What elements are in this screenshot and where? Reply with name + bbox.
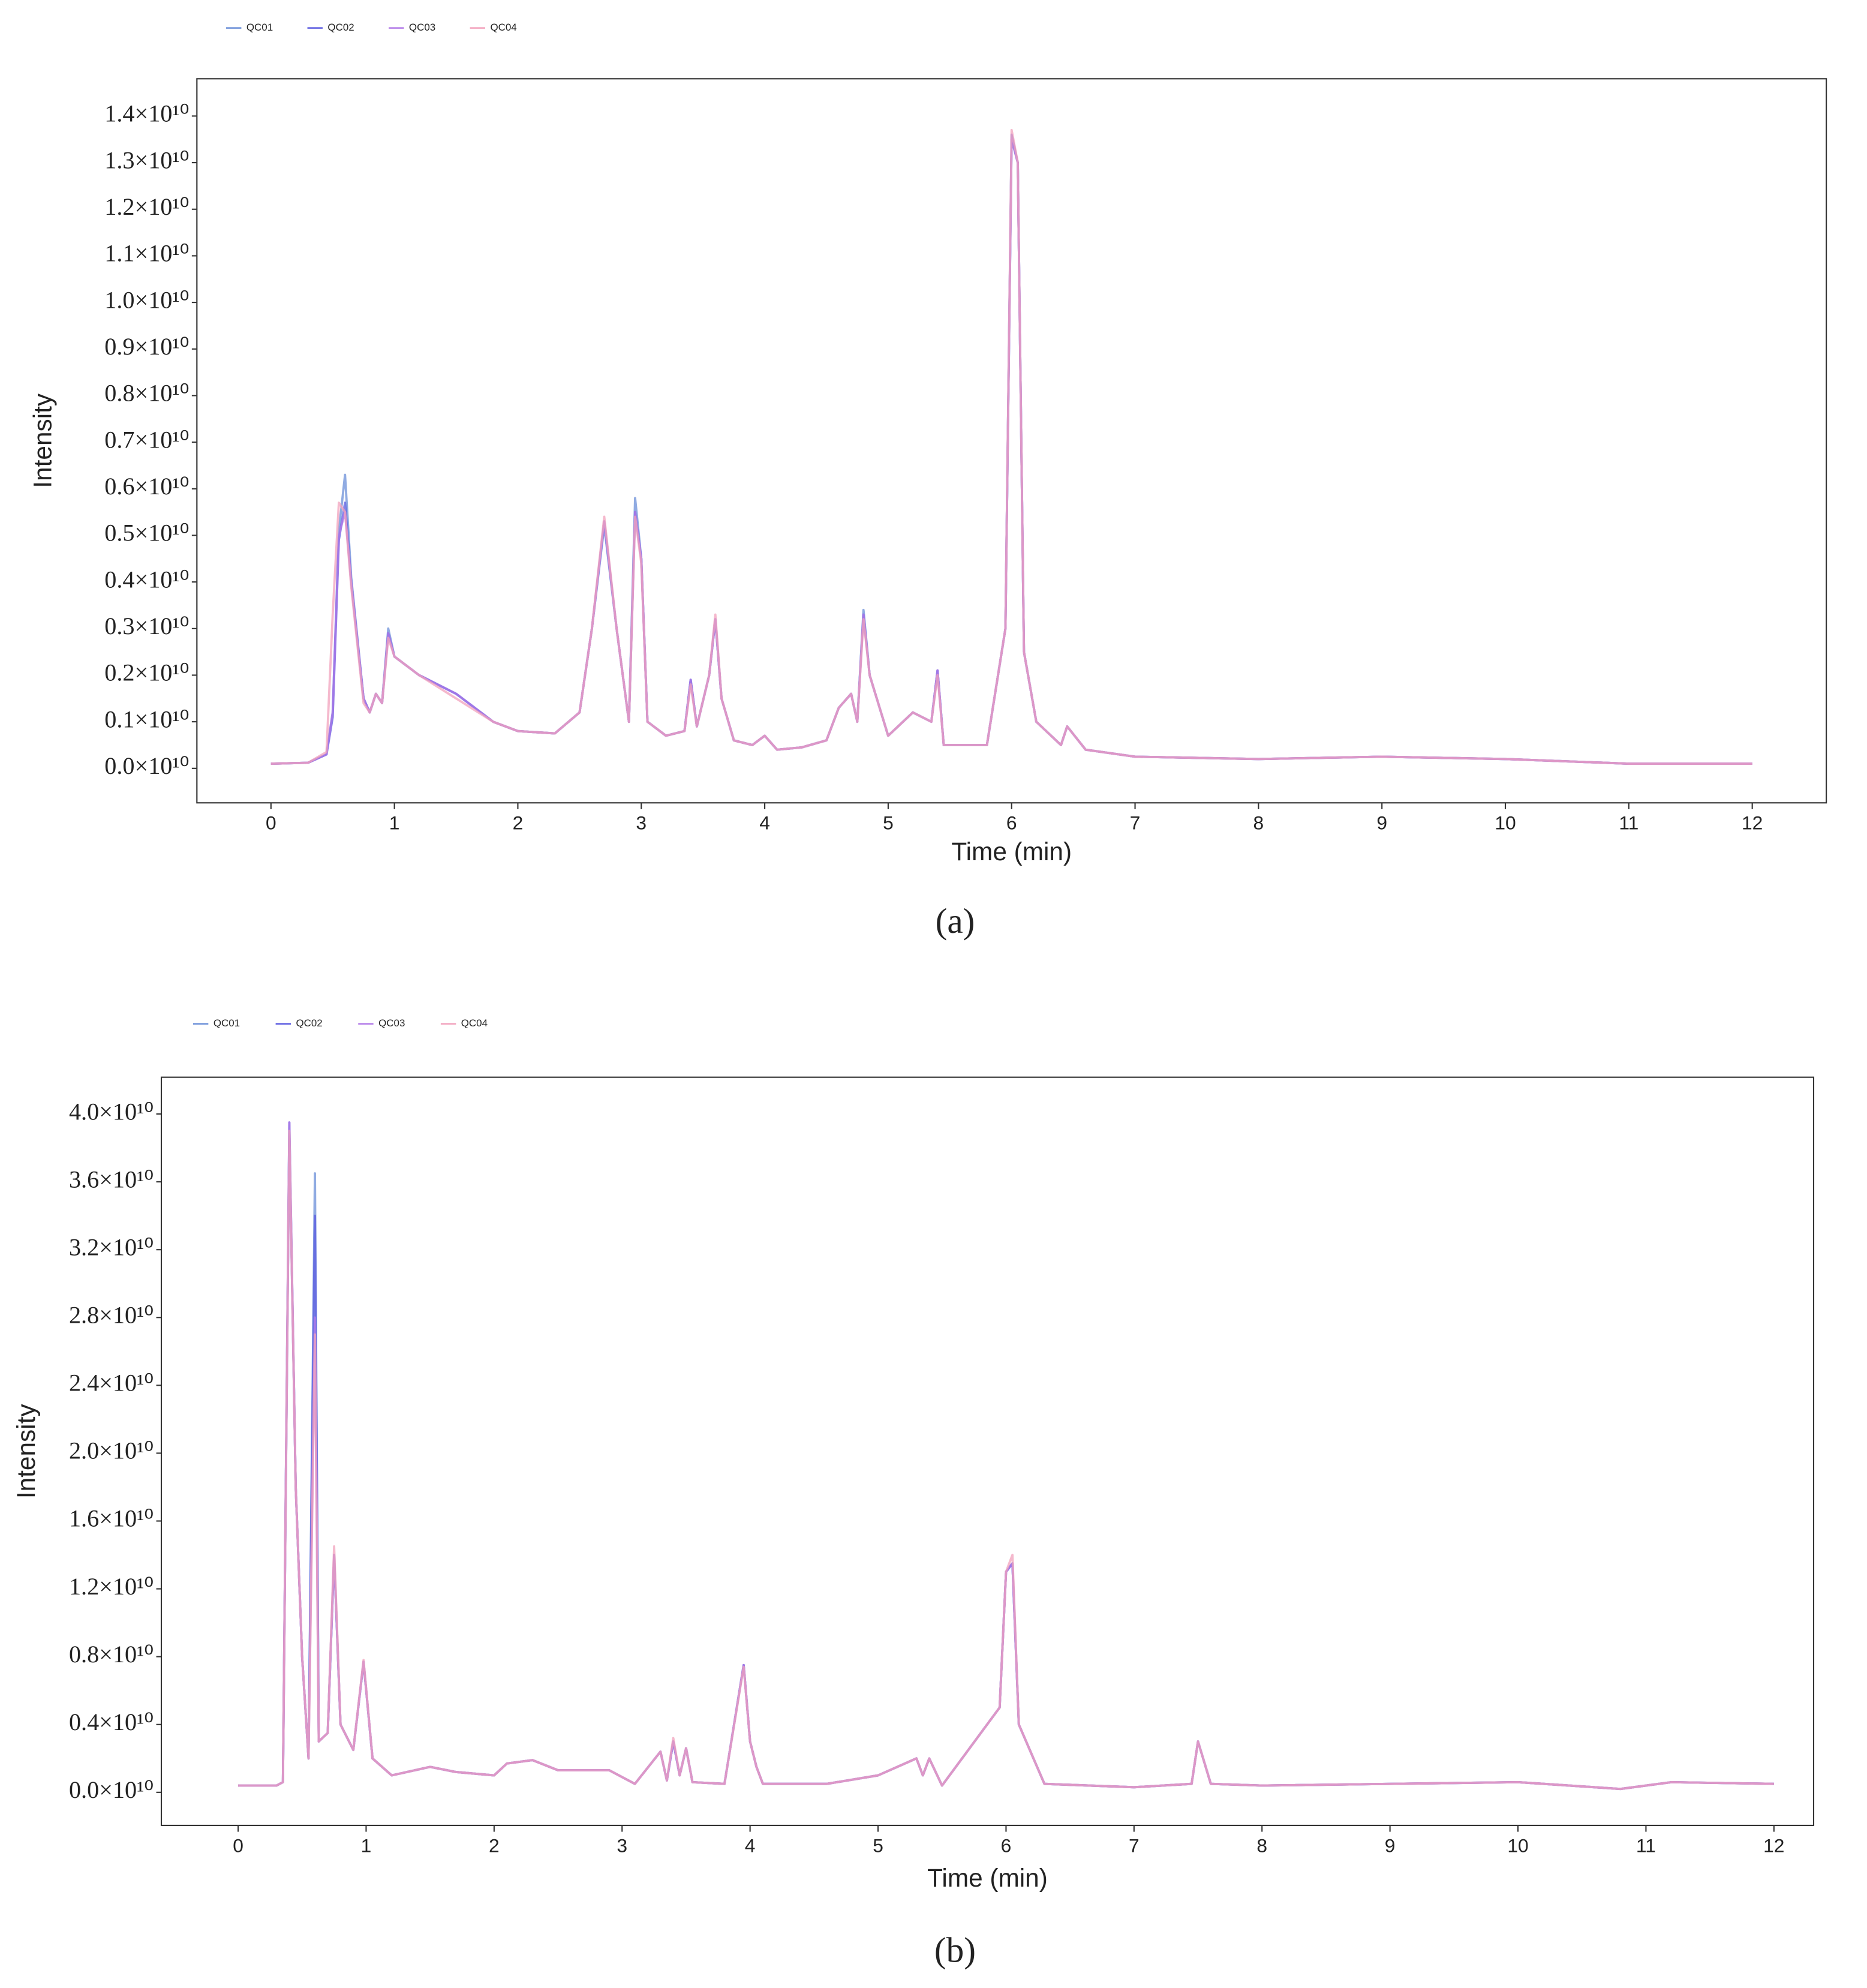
legend-label: QC01 (214, 1017, 240, 1029)
x-tick-label: 7 (1129, 1834, 1140, 1856)
legend-label: QC02 (327, 22, 354, 33)
x-tick-label: 8 (1256, 1834, 1267, 1856)
y-axis-title: Intensity (12, 1404, 40, 1499)
y-tick-label: 0.7×10¹⁰ (104, 426, 189, 453)
x-tick-label: 9 (1376, 812, 1387, 834)
x-tick-label: 4 (759, 812, 770, 834)
x-tick-label: 5 (873, 1834, 883, 1856)
series-line (238, 1121, 1774, 1791)
x-tick-label: 7 (1130, 812, 1141, 834)
y-tick-label: 0.0×10¹⁰ (69, 1776, 154, 1803)
y-axis-title: Intensity (28, 393, 56, 488)
y-tick-label: 4.0×10¹⁰ (69, 1098, 154, 1125)
y-tick-label: 1.0×10¹⁰ (104, 286, 189, 313)
legend-label: QC04 (490, 22, 516, 33)
x-tick-label: 11 (1636, 1834, 1656, 1856)
x-tick-label: 1 (389, 812, 400, 834)
y-tick-label: 2.8×10¹⁰ (69, 1302, 154, 1329)
x-tick-label: 8 (1253, 812, 1264, 834)
x-tick-label: 10 (1495, 812, 1516, 834)
x-tick-label: 3 (617, 1834, 627, 1856)
y-tick-label: 0.4×10¹⁰ (104, 566, 189, 593)
y-tick-label: 0.0×10¹⁰ (104, 752, 189, 779)
x-tick-label: 11 (1619, 812, 1638, 834)
y-tick-label: 0.3×10¹⁰ (104, 612, 189, 639)
x-tick-label: 1 (361, 1834, 372, 1856)
y-tick-label: 1.3×10¹⁰ (104, 146, 189, 173)
legend-label: QC02 (296, 1017, 322, 1029)
x-tick-label: 0 (266, 812, 276, 834)
y-tick-label: 3.6×10¹⁰ (69, 1166, 154, 1193)
series-line (270, 138, 1752, 765)
y-tick-label: 2.0×10¹⁰ (69, 1437, 154, 1464)
x-tick-label: 4 (745, 1834, 756, 1856)
series-line (238, 1130, 1774, 1791)
y-tick-label: 0.8×10¹⁰ (69, 1641, 154, 1668)
y-tick-label: 2.4×10¹⁰ (69, 1370, 154, 1397)
x-tick-label: 6 (1006, 812, 1017, 834)
legend-label: QC03 (378, 1017, 405, 1029)
y-tick-label: 1.6×10¹⁰ (69, 1505, 154, 1532)
y-tick-label: 0.4×10¹⁰ (69, 1708, 154, 1735)
x-tick-label: 3 (636, 812, 647, 834)
series-line (270, 128, 1752, 765)
series-line (238, 1121, 1774, 1791)
x-tick-label: 12 (1763, 1834, 1784, 1856)
x-axis-title: Time (min) (927, 1864, 1048, 1892)
x-tick-label: 5 (883, 812, 894, 834)
x-tick-label: 10 (1507, 1834, 1528, 1856)
y-tick-label: 0.9×10¹⁰ (104, 333, 189, 360)
y-tick-label: 0.8×10¹⁰ (104, 380, 189, 407)
caption: (b) (934, 1930, 976, 1969)
x-axis-title: Time (min) (951, 837, 1072, 866)
y-tick-label: 0.5×10¹⁰ (104, 519, 189, 546)
x-tick-label: 12 (1742, 812, 1763, 834)
y-tick-label: 3.2×10¹⁰ (69, 1233, 154, 1260)
x-tick-label: 2 (489, 1834, 500, 1856)
x-tick-label: 2 (513, 812, 524, 834)
legend-label: QC03 (409, 22, 435, 33)
y-tick-label: 1.2×10¹⁰ (69, 1573, 154, 1600)
legend-label: QC04 (461, 1017, 488, 1029)
plot-frame (160, 1076, 1815, 1827)
legend-label: QC01 (246, 22, 273, 33)
x-tick-label: 9 (1385, 1834, 1396, 1856)
y-tick-label: 0.2×10¹⁰ (104, 659, 189, 686)
caption: (a) (936, 901, 975, 941)
series-line (238, 1130, 1774, 1791)
y-tick-label: 1.1×10¹⁰ (104, 240, 189, 267)
x-tick-label: 0 (233, 1834, 243, 1856)
y-tick-label: 1.4×10¹⁰ (104, 100, 189, 127)
y-tick-label: 0.1×10¹⁰ (104, 705, 189, 732)
y-tick-label: 1.2×10¹⁰ (104, 193, 189, 220)
y-tick-label: 0.6×10¹⁰ (104, 473, 189, 500)
x-tick-label: 6 (1001, 1834, 1012, 1856)
series-line (270, 138, 1752, 765)
